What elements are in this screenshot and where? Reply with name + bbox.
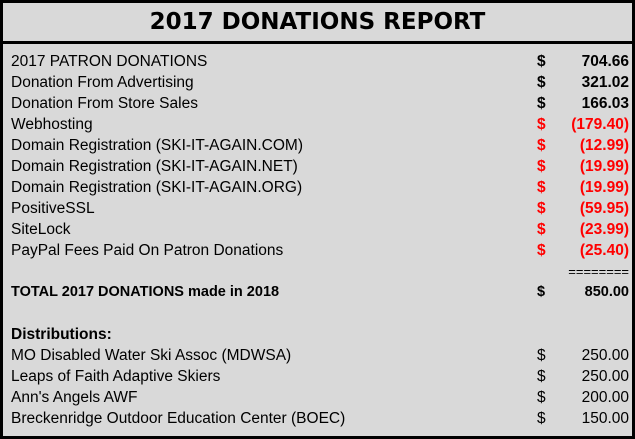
report-title: 2017 DONATIONS REPORT [3,3,632,44]
line-item-amount: 704.66 [581,53,629,70]
currency-symbol: $ [537,347,546,364]
distribution-label: Breckenridge Outdoor Education Center (B… [11,410,346,427]
currency-symbol: $ [537,284,546,300]
distribution-amount: 250.00 [581,347,629,364]
expense-row: Webhosting $ (179.40) [3,114,632,135]
expense-row: Domain Registration (SKI-IT-AGAIN.COM) $… [3,135,632,156]
line-item-label: Domain Registration (SKI-IT-AGAIN.COM) [11,137,303,154]
currency-symbol: $ [537,200,546,217]
expense-row: PositiveSSL $ (59.95) [3,198,632,219]
line-item-label: Donation From Store Sales [11,95,198,112]
distribution-row: MO Disabled Water Ski Assoc (MDWSA) $ 25… [3,345,632,366]
double-underline: ======== [568,264,629,279]
line-item-row: 2017 PATRON DONATIONS $ 704.66 [3,51,632,72]
expense-row: SiteLock $ (23.99) [3,219,632,240]
currency-symbol: $ [537,137,546,154]
report-rows: 2017 PATRON DONATIONS $ 704.66 Donation … [3,51,632,429]
currency-symbol: $ [537,53,546,70]
line-item-amount: 166.03 [581,95,629,112]
expense-amount: (179.40) [571,116,629,133]
line-item-label: Domain Registration (SKI-IT-AGAIN.ORG) [11,179,303,196]
expense-row: Domain Registration (SKI-IT-AGAIN.NET) $… [3,156,632,177]
currency-symbol: $ [537,389,546,406]
distribution-amount: 200.00 [581,389,629,406]
distribution-row: Leaps of Faith Adaptive Skiers $ 250.00 [3,366,632,387]
line-item-label: PayPal Fees Paid On Patron Donations [11,242,284,259]
total-amount: 850.00 [584,284,629,300]
separator-row: ======== [3,261,632,282]
line-item-label: PositiveSSL [11,200,95,217]
line-item-label: SiteLock [11,221,71,238]
expense-amount: (23.99) [579,221,629,238]
distribution-label: Ann's Angels AWF [11,389,138,406]
expense-amount: (12.99) [579,137,629,154]
total-row: TOTAL 2017 DONATIONS made in 2018 $ 850.… [3,282,632,303]
blank-row [3,303,632,324]
line-item-label: 2017 PATRON DONATIONS [11,53,208,70]
distributions-heading: Distributions: [11,326,112,343]
expense-amount: (25.40) [579,242,629,259]
distribution-amount: 250.00 [581,368,629,385]
line-item-label: Donation From Advertising [11,74,194,91]
expense-amount: (19.99) [579,158,629,175]
currency-symbol: $ [537,95,546,112]
currency-symbol: $ [537,116,546,133]
distribution-row: Ann's Angels AWF $ 200.00 [3,387,632,408]
currency-symbol: $ [537,242,546,259]
expense-amount: (19.99) [579,179,629,196]
distribution-label: MO Disabled Water Ski Assoc (MDWSA) [11,347,292,364]
line-item-label: Domain Registration (SKI-IT-AGAIN.NET) [11,158,298,175]
currency-symbol: $ [537,158,546,175]
expense-row: PayPal Fees Paid On Patron Donations $ (… [3,240,632,261]
line-item-label: Webhosting [11,116,93,133]
donations-report-sheet: 2017 DONATIONS REPORT 2017 PATRON DONATI… [3,3,632,436]
line-item-amount: 321.02 [581,74,629,91]
line-item-row: Donation From Store Sales $ 166.03 [3,93,632,114]
expense-row: Domain Registration (SKI-IT-AGAIN.ORG) $… [3,177,632,198]
currency-symbol: $ [537,179,546,196]
expense-amount: (59.95) [579,200,629,217]
currency-symbol: $ [537,410,546,427]
distribution-row: Breckenridge Outdoor Education Center (B… [3,408,632,429]
total-label: TOTAL 2017 DONATIONS made in 2018 [11,284,280,300]
currency-symbol: $ [537,221,546,238]
currency-symbol: $ [537,368,546,385]
distributions-heading-row: Distributions: [3,324,632,345]
distribution-amount: 150.00 [581,410,629,427]
line-item-row: Donation From Advertising $ 321.02 [3,72,632,93]
currency-symbol: $ [537,74,546,91]
distribution-label: Leaps of Faith Adaptive Skiers [11,368,221,385]
